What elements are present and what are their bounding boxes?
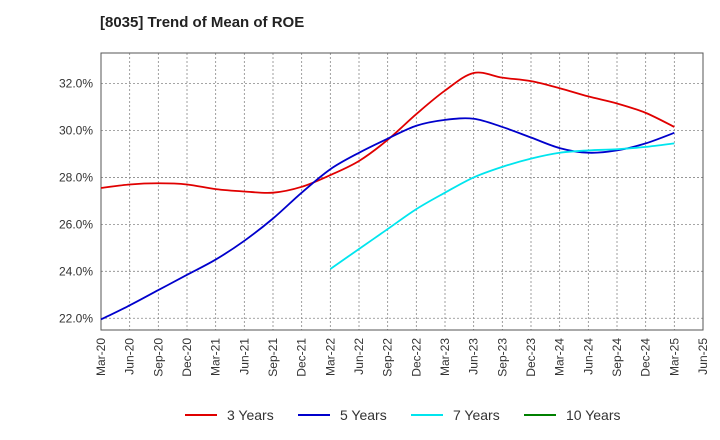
y-tick-label: 28.0% (59, 170, 93, 184)
legend-label: 7 Years (453, 407, 500, 423)
legend-item: 7 Years (411, 404, 500, 426)
x-tick-label: Jun-25 (696, 338, 710, 375)
plot-area-border (100, 52, 704, 331)
legend-item: 3 Years (185, 404, 274, 426)
legend-label: 3 Years (227, 407, 274, 423)
legend: 3 Years 5 Years 7 Years 10 Years (0, 404, 720, 426)
x-tick-label: Mar-25 (667, 338, 681, 376)
x-tick-label: Jun-21 (237, 338, 251, 375)
x-tick-label: Dec-23 (524, 338, 538, 377)
x-tick-label: Mar-22 (323, 338, 337, 376)
x-tick-label: Dec-20 (180, 338, 194, 377)
x-tick-label: Mar-24 (553, 338, 567, 376)
x-tick-label: Sep-20 (151, 338, 165, 377)
chart-title: [8035] Trend of Mean of ROE (100, 14, 305, 31)
x-tick-label: Jun-22 (352, 338, 366, 375)
legend-item: 10 Years (524, 404, 621, 426)
x-tick-label: Mar-23 (438, 338, 452, 376)
series-line-1 (100, 117, 675, 321)
legend-item: 5 Years (298, 404, 387, 426)
x-tick-label: Dec-22 (409, 338, 423, 377)
x-tick-label: Jun-20 (123, 338, 137, 375)
x-tick-label: Mar-21 (209, 338, 223, 376)
x-tick-label: Sep-24 (610, 338, 624, 377)
x-axis: Mar-20 Jun-20 Sep-20 Dec-20 Mar-21 Jun-21 Sep-… (94, 338, 710, 377)
series-lines (100, 71, 675, 321)
legend-swatch (185, 414, 217, 416)
x-tick-label: Sep-22 (381, 338, 395, 377)
series-line-2 (329, 142, 675, 270)
y-tick-label: 22.0% (59, 311, 93, 325)
y-tick-label: 26.0% (59, 217, 93, 231)
legend-label: 5 Years (340, 407, 387, 423)
series-line-0 (100, 71, 675, 194)
legend-swatch (524, 414, 556, 416)
y-axis: 22.0% 24.0% 26.0% 28.0% 30.0% 32.0% (59, 77, 93, 326)
grid-lines (101, 53, 703, 330)
x-tick-label: Dec-21 (295, 338, 309, 377)
legend-label: 10 Years (566, 407, 621, 423)
y-tick-label: 32.0% (59, 77, 93, 91)
y-tick-label: 24.0% (59, 264, 93, 278)
x-tick-label: Mar-20 (94, 338, 108, 376)
x-tick-label: Jun-24 (581, 338, 595, 375)
x-tick-label: Jun-23 (467, 338, 481, 375)
y-tick-label: 30.0% (59, 123, 93, 137)
legend-swatch (298, 414, 330, 416)
legend-swatch (411, 414, 443, 416)
x-tick-label: Sep-21 (266, 338, 280, 377)
x-tick-label: Sep-23 (495, 338, 509, 377)
x-tick-label: Dec-24 (639, 338, 653, 377)
